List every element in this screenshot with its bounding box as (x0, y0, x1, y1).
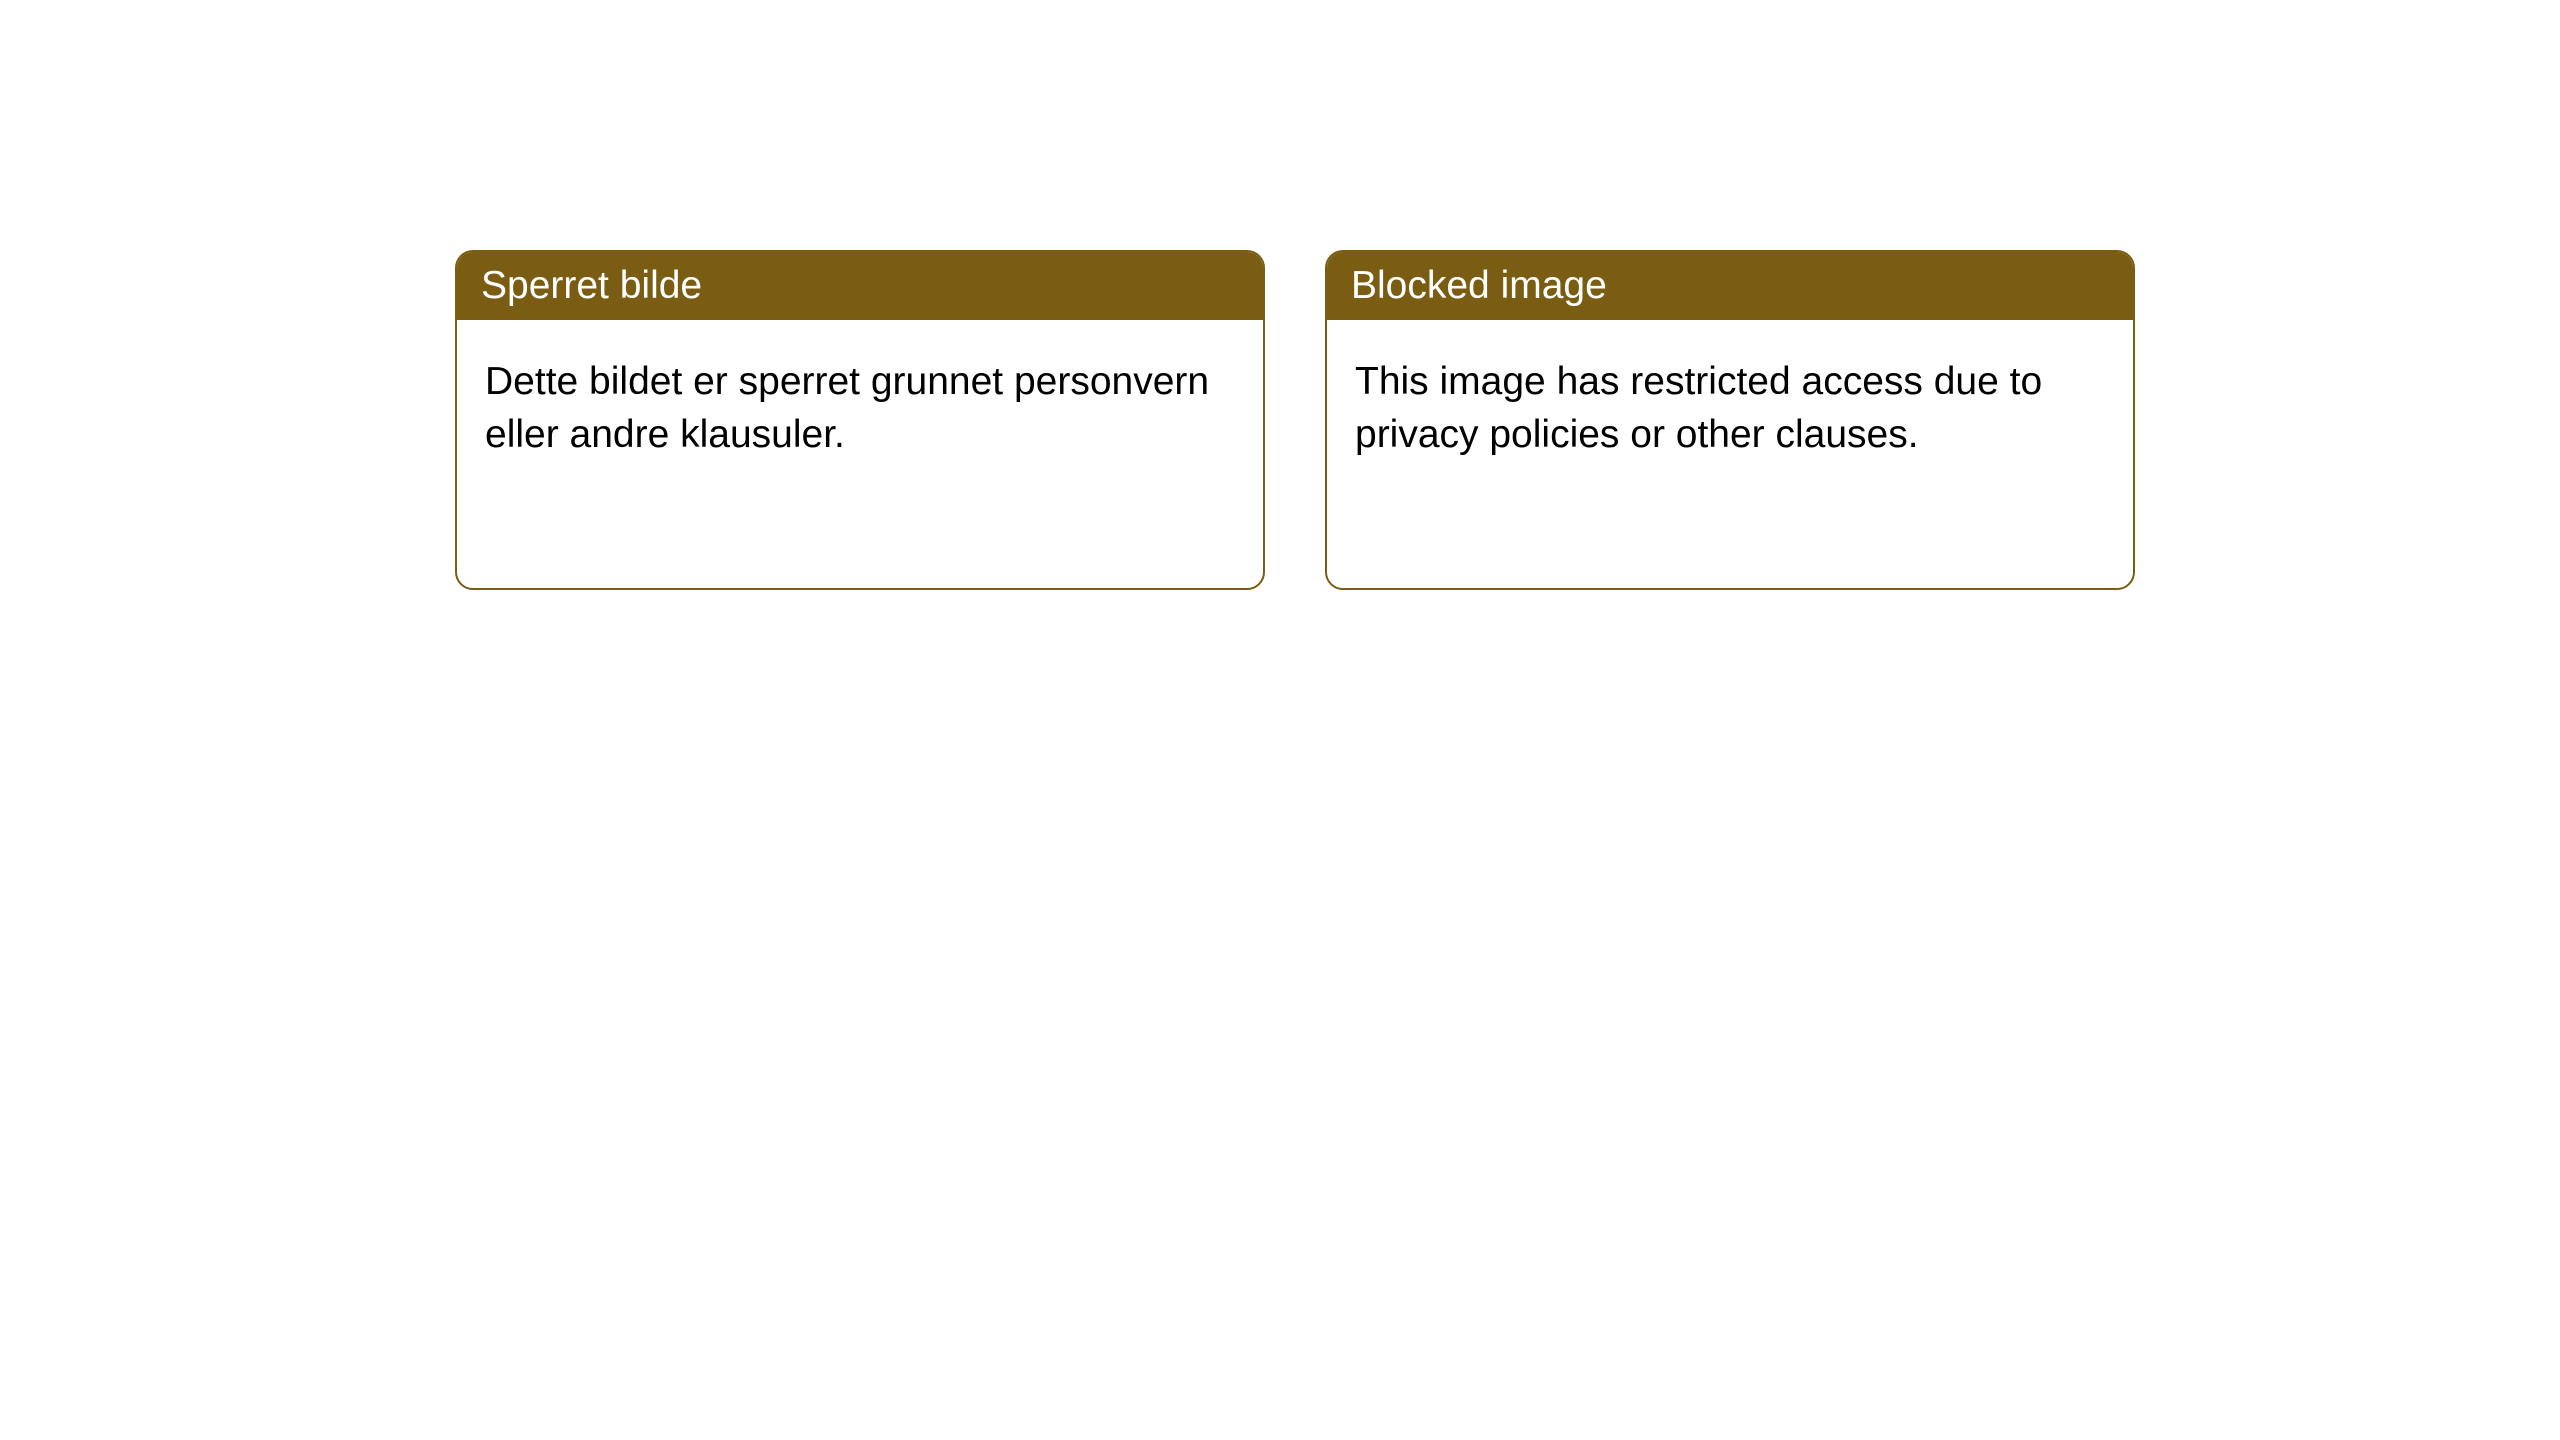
card-header-no: Sperret bilde (457, 252, 1263, 320)
blocked-image-card-no: Sperret bilde Dette bildet er sperret gr… (455, 250, 1265, 590)
card-message-no: Dette bildet er sperret grunnet personve… (485, 360, 1209, 456)
blocked-image-card-en: Blocked image This image has restricted … (1325, 250, 2135, 590)
card-title-en: Blocked image (1351, 264, 1607, 307)
card-body-no: Dette bildet er sperret grunnet personve… (457, 320, 1263, 497)
card-header-en: Blocked image (1327, 252, 2133, 320)
card-body-en: This image has restricted access due to … (1327, 320, 2133, 497)
card-title-no: Sperret bilde (481, 264, 702, 307)
card-message-en: This image has restricted access due to … (1355, 360, 2042, 456)
notice-container: Sperret bilde Dette bildet er sperret gr… (0, 0, 2560, 590)
